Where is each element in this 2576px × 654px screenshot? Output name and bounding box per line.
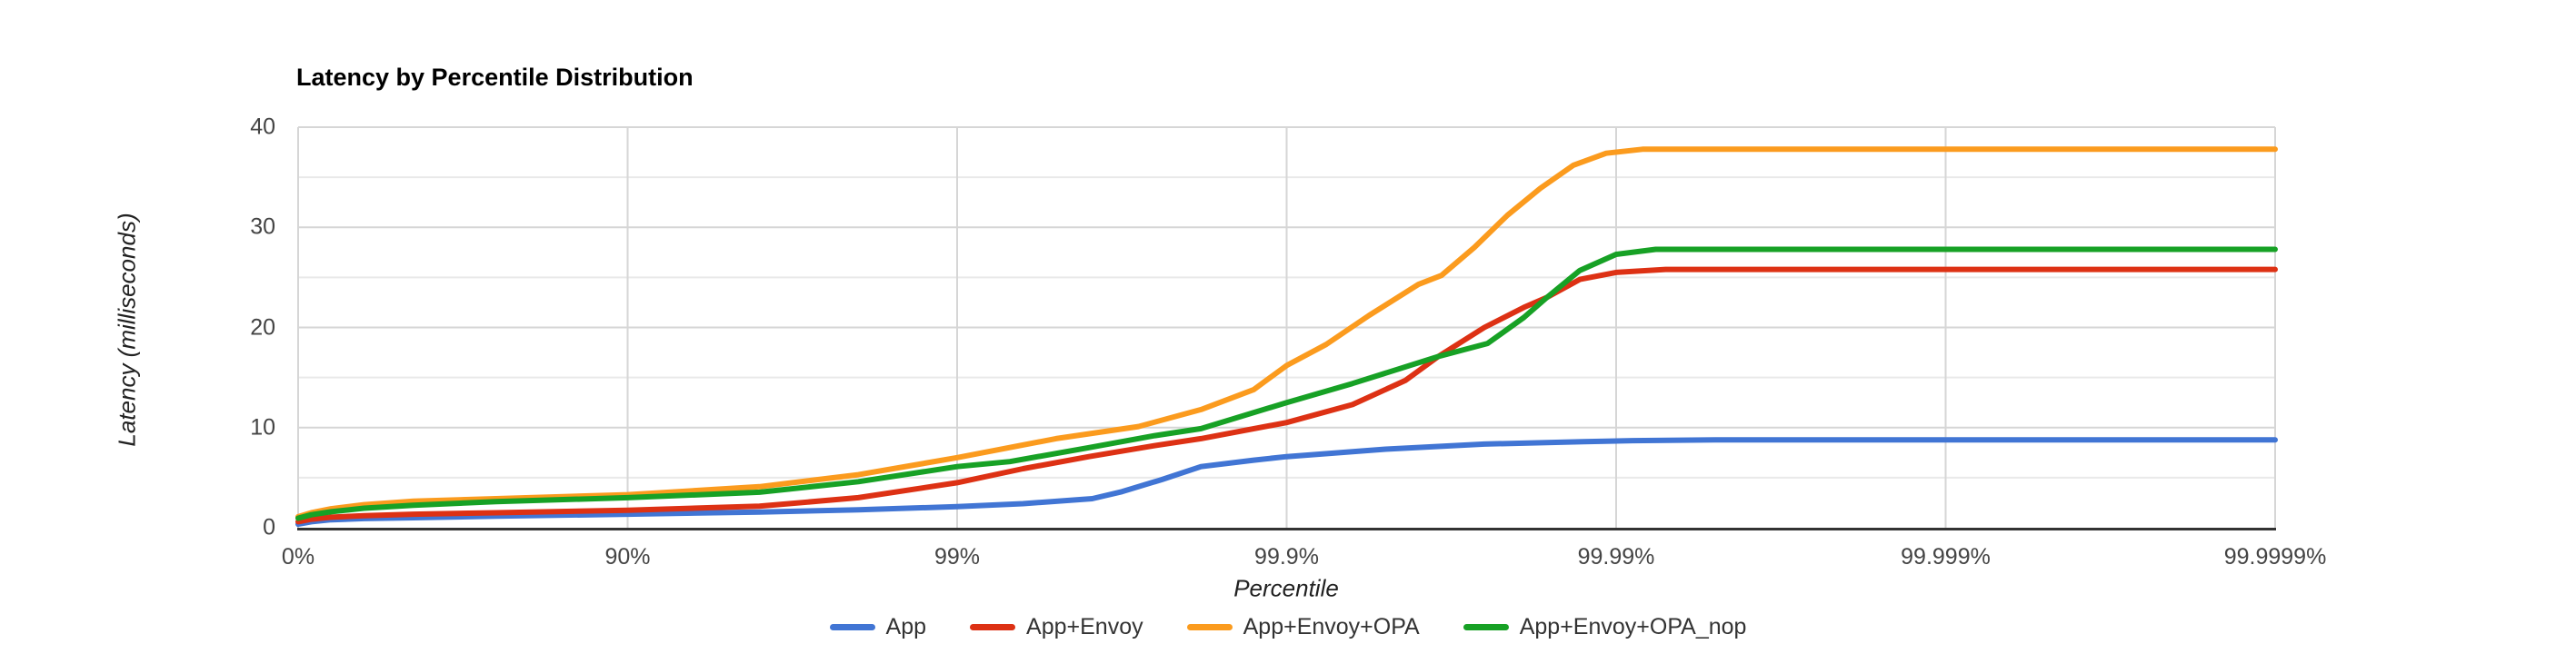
y-tick-label-30: 30 <box>250 213 275 240</box>
legend-line-swatch-icon <box>1186 623 1233 630</box>
series-line-app <box>295 437 2278 528</box>
chart-title: Latency by Percentile Distribution <box>296 64 694 91</box>
y-tick-label-10: 10 <box>250 414 275 441</box>
legend-item-app-envoy-opa: App+Envoy+OPA <box>1186 613 1420 640</box>
x-axis-title: Percentile <box>1233 574 1339 602</box>
x-tick-label-99%: 99% <box>934 544 981 570</box>
x-tick-label-90%: 90% <box>604 544 651 570</box>
x-tick-label-99.999%: 99.999% <box>1901 544 1991 570</box>
x-tick-label-0%: 0% <box>281 544 315 570</box>
legend-line-swatch-icon <box>829 623 875 630</box>
legend-label: App+Envoy+OPA_nop <box>1519 613 1747 639</box>
series-line-app-envoy-opa-nop <box>295 246 2278 521</box>
y-tick-label-20: 20 <box>250 314 275 340</box>
y-tick-label-40: 40 <box>250 114 275 140</box>
series-line-app-envoy-opa <box>295 146 2278 520</box>
legend-line-swatch-icon <box>970 623 1016 630</box>
legend-item-app: App <box>829 613 927 640</box>
x-tick-label-99.9999%: 99.9999% <box>2223 544 2327 570</box>
legend-label: App+Envoy <box>1026 613 1143 639</box>
legend-label: App <box>885 613 927 639</box>
legend: App App+Envoy App+Envoy+OPA App+Envoy+OPA_n… <box>0 610 2576 643</box>
legend-item-app-envoy: App+Envoy <box>970 614 1143 640</box>
legend-item-app-envoy-opa-nop: App+Envoy+OPA_nop <box>1463 613 1747 640</box>
x-tick-label-99.9%: 99.9% <box>1254 544 1319 570</box>
x-tick-label-99.99%: 99.99% <box>1577 544 1655 570</box>
legend-label: App+Envoy+OPA <box>1243 613 1420 639</box>
y-tick-label-0: 0 <box>263 514 275 540</box>
legend-line-swatch-icon <box>1463 623 1509 630</box>
